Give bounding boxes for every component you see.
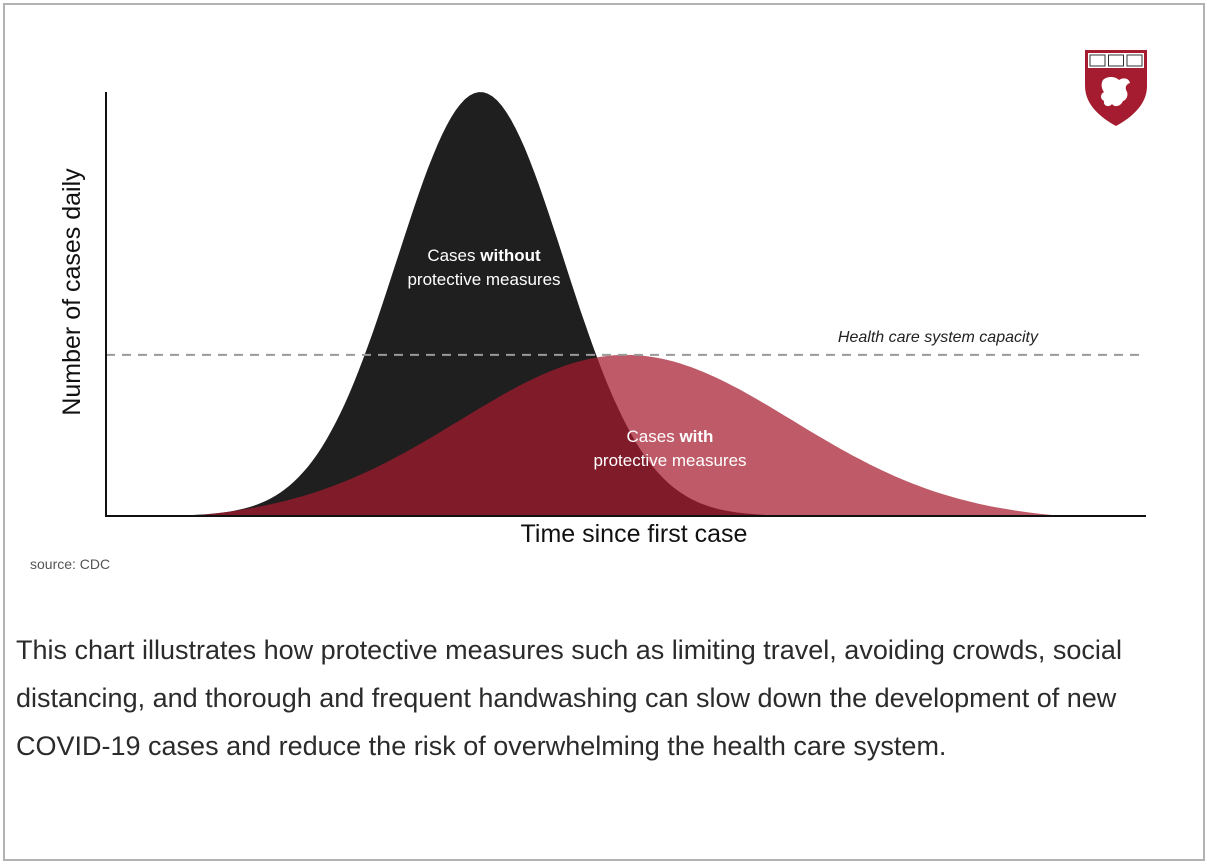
shield-lion [1101,77,1130,107]
harvard-shield-icon [1085,50,1147,126]
label-with-bold: with [678,427,713,446]
label-without-measures: Cases without [427,246,541,265]
label-with-line2: protective measures [593,451,746,470]
capacity-label: Health care system capacity [838,329,1039,346]
area-without-measures [137,92,876,516]
area-with-measures [189,354,1146,516]
chart-caption: This chart illustrates how protective me… [16,635,1122,761]
label-without-plain: Cases [427,246,480,265]
shield-book-left [1089,54,1106,67]
label-with-measures: Cases with [627,427,714,446]
shield-book-mid [1108,54,1124,67]
y-axis-title: Number of cases daily [58,168,86,416]
shield-book-right [1126,54,1143,67]
chart: Health care system capacity Time since f… [58,50,1147,548]
source-note: source: CDC [30,556,111,572]
label-with-plain: Cases [627,427,680,446]
label-without-bold: without [479,246,541,265]
label-without-line2: protective measures [407,270,560,289]
x-axis-title: Time since first case [521,520,748,548]
